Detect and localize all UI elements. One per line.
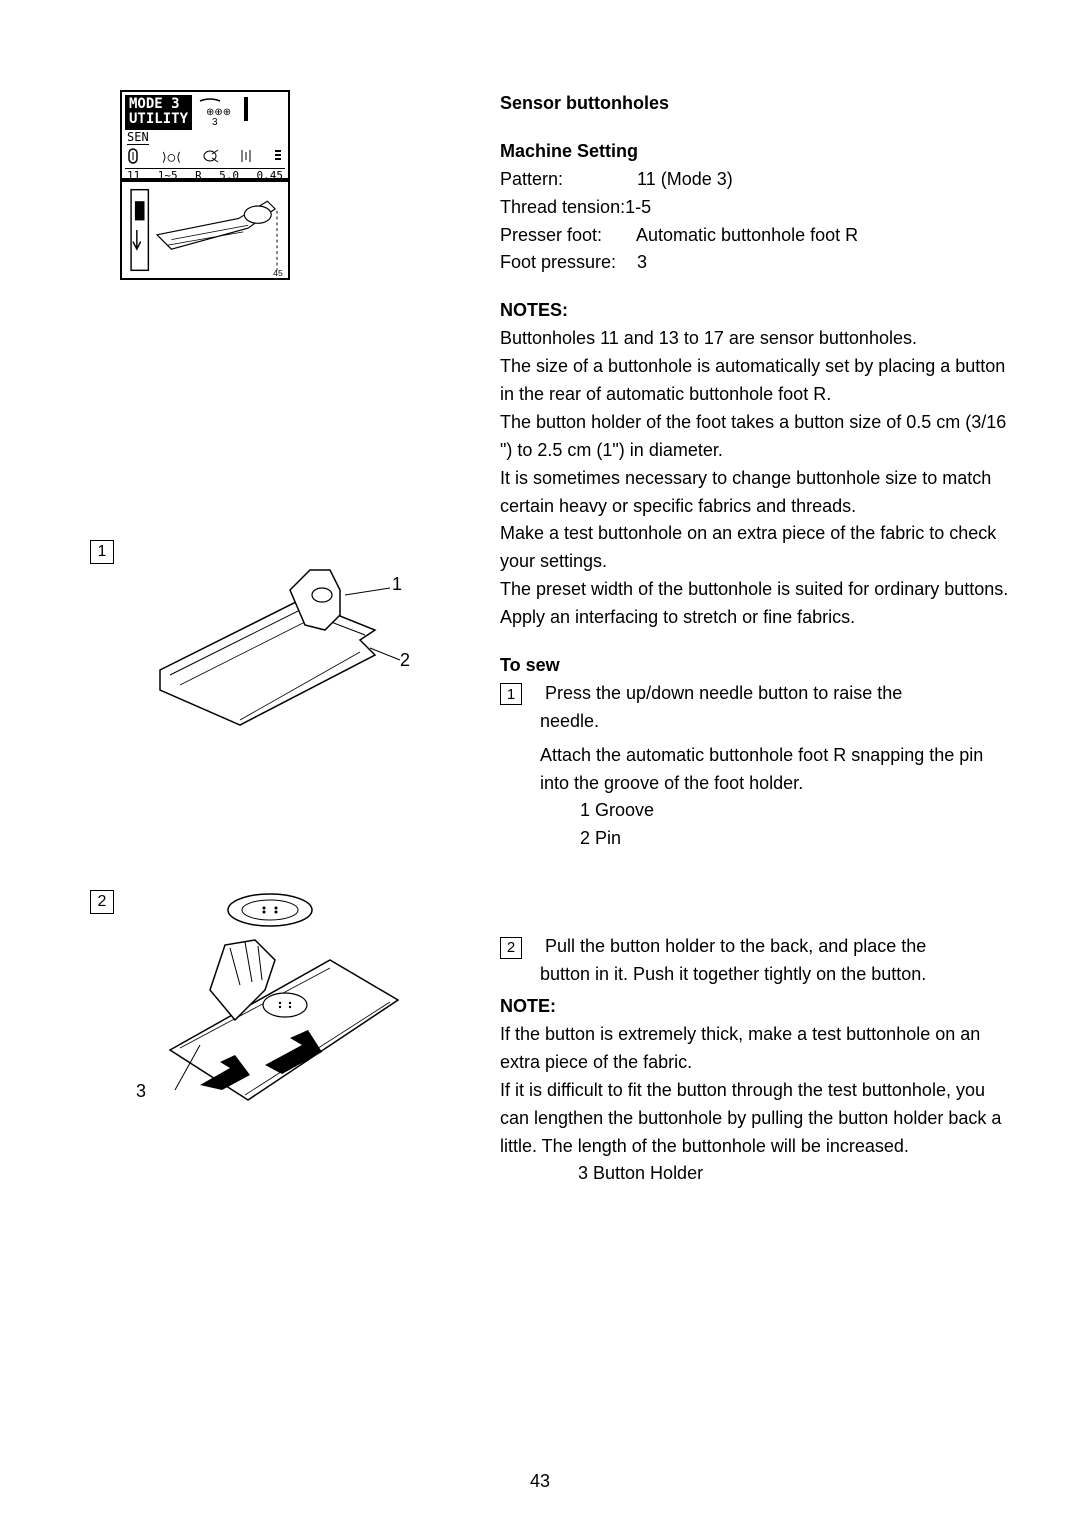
ms-foot-label: Presser foot: (500, 222, 632, 250)
step1-row: 1 Press the up/down needle button to rai… (500, 680, 1010, 708)
left-column: MODE 3 UTILITY ⊕⊕⊕ 3 SEN (90, 90, 460, 1188)
machine-setting-heading: Machine Setting (500, 138, 1010, 166)
svg-text:⊕⊕⊕: ⊕⊕⊕ (206, 107, 231, 118)
lcd-mode-block: MODE 3 UTILITY (125, 95, 192, 130)
step1-p2: Attach the automatic buttonhole foot R s… (500, 742, 1010, 798)
ms-pressure-label: Foot pressure: (500, 249, 632, 277)
lcd-mode-line2: UTILITY (129, 112, 188, 127)
tension-icon: ⟩◯⟨ (161, 150, 183, 164)
ms-row2: Thread tension:1-5 (500, 194, 1010, 222)
foot-mini-icon (202, 148, 220, 167)
step1-li1: 1 Groove (500, 797, 1010, 825)
page-number: 43 (530, 1471, 550, 1492)
step2-illustration: 3 (130, 890, 410, 1150)
lcd-icons-top: ⊕⊕⊕ 3 (198, 95, 258, 125)
step1-illustration-block: 1 1 2 (90, 540, 460, 750)
ms-pattern-label: Pattern: (500, 166, 632, 194)
step1-text-first: Press the up/down needle button to raise… (545, 683, 902, 703)
step1-callout-2: 2 (400, 650, 410, 671)
ms-tension-label: Thread tension: (500, 197, 625, 217)
step2-text-cont: button in it. Push it together tightly o… (500, 961, 1010, 989)
notes-p2: The size of a buttonhole is automaticall… (500, 353, 1010, 409)
step2-number: 2 (500, 937, 522, 959)
density-icon (273, 148, 283, 167)
ms-pressure-value: 3 (637, 252, 647, 272)
step2-callout-3: 3 (136, 1081, 146, 1102)
step2-left-number: 2 (90, 890, 114, 914)
note2-p2: If it is difficult to fit the button thr… (500, 1077, 1010, 1161)
notes-p5: Make a test buttonhole on an extra piece… (500, 520, 1010, 576)
note2-p1: If the button is extremely thick, make a… (500, 1021, 1010, 1077)
right-column: Sensor buttonholes Machine Setting Patte… (500, 90, 1010, 1188)
bh-icon (127, 147, 141, 168)
step1-illustration: 1 2 (130, 540, 410, 750)
foot-attach-illustration: 45 (120, 180, 290, 280)
step2-text-first: Pull the button holder to the back, and … (545, 936, 926, 956)
ms-tension-value: 1-5 (625, 197, 651, 217)
svg-text:3: 3 (212, 117, 218, 125)
ms-row1: Pattern: 11 (Mode 3) (500, 166, 1010, 194)
width-icon (239, 148, 253, 167)
step2-illustration-block: 2 (90, 890, 460, 1150)
lcd-screen-illustration: MODE 3 UTILITY ⊕⊕⊕ 3 SEN (120, 90, 290, 180)
ms-row3: Presser foot: Automatic buttonhole foot … (500, 222, 1010, 250)
lcd-sen: SEN (127, 130, 149, 144)
step1-text-cont: needle. (500, 708, 1010, 736)
page-title: Sensor buttonholes (500, 90, 1010, 118)
notes-p3: The button holder of the foot takes a bu… (500, 409, 1010, 465)
ms-pattern-value: 11 (Mode 3) (637, 169, 733, 189)
step1-callout-1: 1 (392, 574, 402, 595)
notes-heading: NOTES: (500, 297, 1010, 325)
ms-foot-value: Automatic buttonhole foot R (636, 225, 858, 245)
step1-left-number: 1 (90, 540, 114, 564)
step2-row: 2 Pull the button holder to the back, an… (500, 933, 1010, 961)
notes-p6: The preset width of the buttonhole is su… (500, 576, 1010, 604)
notes-p7: Apply an interfacing to stretch or fine … (500, 604, 1010, 632)
to-sew-heading: To sew (500, 652, 1010, 680)
note2-li1: 3 Button Holder (500, 1160, 1010, 1188)
step1-number: 1 (500, 683, 522, 705)
page-layout: MODE 3 UTILITY ⊕⊕⊕ 3 SEN (90, 90, 1010, 1188)
svg-text:45: 45 (273, 268, 283, 278)
notes-p1: Buttonholes 11 and 13 to 17 are sensor b… (500, 325, 1010, 353)
note2-heading: NOTE: (500, 993, 1010, 1021)
lcd-mode-line1: MODE 3 (129, 97, 188, 112)
ms-row4: Foot pressure: 3 (500, 249, 1010, 277)
step1-li2: 2 Pin (500, 825, 1010, 853)
notes-p4: It is sometimes necessary to change butt… (500, 465, 1010, 521)
